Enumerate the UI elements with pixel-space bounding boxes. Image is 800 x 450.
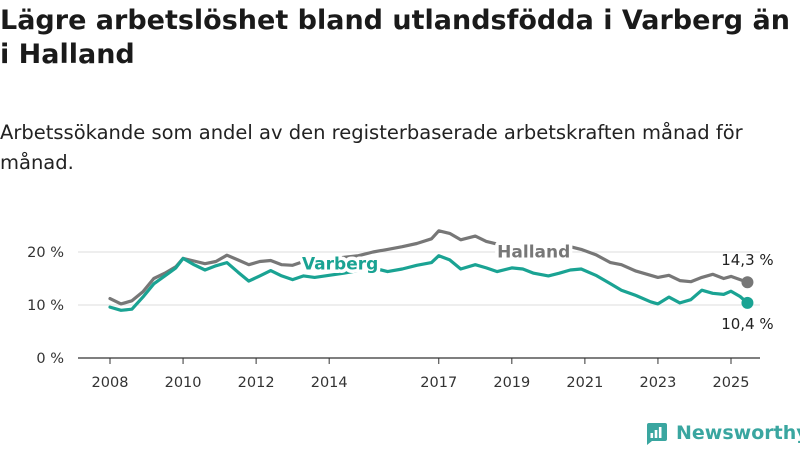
brand[interactable]: Newsworthy [644, 418, 800, 448]
series-line-halland [108, 229, 750, 306]
y-tick-label: 0 % [36, 351, 64, 367]
series-label-varberg-halo: Varberg [302, 254, 378, 274]
x-tick-label: 2019 [493, 375, 530, 391]
x-tick-label: 2017 [420, 375, 457, 391]
chart-subtitle: Arbetssökande som andel av den registerb… [0, 121, 743, 174]
series-label-halland: Halland [497, 242, 570, 262]
end-point-halland [741, 276, 754, 289]
y-tick-label: 20 % [27, 245, 64, 261]
end-label-halland: 14,3 % [721, 251, 773, 269]
end-label-varberg: 10,4 % [721, 315, 773, 333]
x-tick-label: 2023 [639, 375, 676, 391]
x-tick-label: 2021 [566, 375, 603, 391]
x-tick-label: 2014 [311, 375, 348, 391]
axis-layer: 0 % 10 % 20 % 2008 2010 2012 2014 2017 2019 2021 2… [27, 245, 749, 391]
x-tick-label: 2010 [165, 375, 202, 391]
grid-layer [78, 251, 760, 359]
brand-name: Newsworthy [676, 422, 800, 444]
end-point-varberg [741, 296, 754, 309]
y-tick-label: 10 % [27, 298, 64, 314]
series-layer [108, 229, 754, 312]
x-tick-label: 2025 [713, 375, 750, 391]
series-label-varberg: Varberg [302, 254, 378, 274]
x-tick-label: 2008 [92, 375, 129, 391]
chart-title: Lägre arbetslöshet bland utlandsfödda i … [0, 5, 790, 70]
series-line-varberg [108, 254, 750, 312]
newsworthy-logo-icon [647, 423, 667, 445]
series-label-halland-halo: Halland [497, 242, 570, 262]
x-tick-label: 2012 [238, 375, 275, 391]
